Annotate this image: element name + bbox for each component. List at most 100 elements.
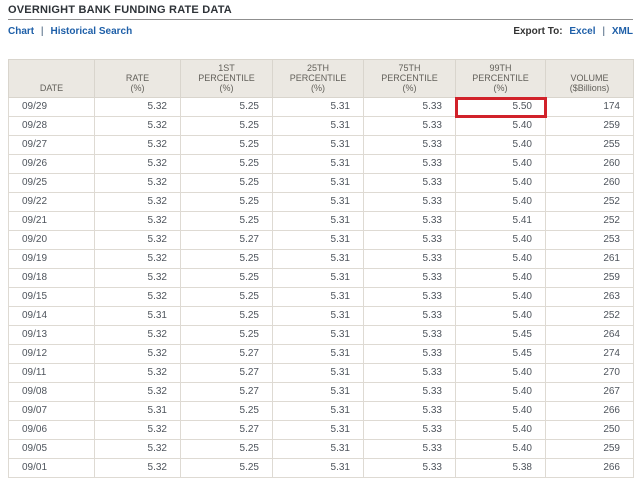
table-row: 09/13 5.32 5.25 5.31 5.33 5.45 264 [8, 325, 634, 345]
cell-p75: 5.33 [363, 325, 456, 345]
historical-search-link[interactable]: Historical Search [50, 26, 133, 37]
cell-rate: 5.32 [94, 439, 181, 459]
cell-p1: 5.25 [180, 287, 273, 307]
view-links: Chart | Historical Search [8, 26, 132, 38]
cell-date: 09/06 [8, 420, 95, 440]
table-row: 09/26 5.32 5.25 5.31 5.33 5.40 260 [8, 154, 634, 174]
cell-p25: 5.31 [272, 97, 364, 117]
column-header-volume: VOLUME ($Billions) [545, 59, 634, 98]
cell-date: 09/21 [8, 211, 95, 231]
cell-date: 09/12 [8, 344, 95, 364]
cell-p99: 5.41 [455, 211, 546, 231]
cell-date: 09/15 [8, 287, 95, 307]
cell-rate: 5.31 [94, 401, 181, 421]
column-header-p99: 99TH PERCENTILE (%) [455, 59, 546, 98]
cell-p75: 5.33 [363, 306, 456, 326]
cell-rate: 5.32 [94, 154, 181, 174]
cell-p75: 5.33 [363, 211, 456, 231]
table-row: 09/28 5.32 5.25 5.31 5.33 5.40 259 [8, 116, 634, 136]
cell-p1: 5.27 [180, 230, 273, 250]
cell-p99: 5.40 [455, 439, 546, 459]
cell-p75: 5.33 [363, 116, 456, 136]
nav-separator: | [40, 26, 44, 37]
cell-p99: 5.40 [455, 173, 546, 193]
cell-volume: 266 [545, 401, 634, 421]
export-excel-link[interactable]: Excel [569, 26, 596, 37]
cell-rate: 5.32 [94, 192, 181, 212]
column-header-p1: 1ST PERCENTILE (%) [180, 59, 273, 98]
cell-date: 09/27 [8, 135, 95, 155]
column-header-p75: 75TH PERCENTILE (%) [363, 59, 456, 98]
cell-rate: 5.32 [94, 420, 181, 440]
cell-rate: 5.32 [94, 173, 181, 193]
cell-p25: 5.31 [272, 211, 364, 231]
chart-link[interactable]: Chart [8, 26, 35, 37]
table-header: DATE RATE (%) 1ST PERCENTILE (%) 25TH PERCE… [8, 59, 634, 98]
table-row: 09/20 5.32 5.27 5.31 5.33 5.40 253 [8, 230, 634, 250]
cell-p75: 5.33 [363, 192, 456, 212]
cell-p99: 5.40 [455, 382, 546, 402]
cell-p25: 5.31 [272, 192, 364, 212]
cell-volume: 261 [545, 249, 634, 269]
cell-volume: 252 [545, 192, 634, 212]
cell-p25: 5.31 [272, 401, 364, 421]
cell-p75: 5.33 [363, 97, 456, 117]
cell-p25: 5.31 [272, 439, 364, 459]
cell-p99: 5.40 [455, 420, 546, 440]
cell-volume: 253 [545, 230, 634, 250]
table-row: 09/22 5.32 5.25 5.31 5.33 5.40 252 [8, 192, 634, 212]
table-row: 09/27 5.32 5.25 5.31 5.33 5.40 255 [8, 135, 634, 155]
cell-p1: 5.25 [180, 135, 273, 155]
column-header-rate: RATE (%) [94, 59, 181, 98]
cell-p25: 5.31 [272, 382, 364, 402]
table-row: 09/18 5.32 5.25 5.31 5.33 5.40 259 [8, 268, 634, 288]
cell-date: 09/18 [8, 268, 95, 288]
cell-date: 09/22 [8, 192, 95, 212]
table-row: 09/06 5.32 5.27 5.31 5.33 5.40 250 [8, 420, 634, 440]
cell-p99: 5.40 [455, 135, 546, 155]
cell-rate: 5.32 [94, 211, 181, 231]
cell-p99: 5.40 [455, 363, 546, 383]
cell-volume: 260 [545, 154, 634, 174]
cell-p75: 5.33 [363, 439, 456, 459]
cell-rate: 5.32 [94, 268, 181, 288]
cell-volume: 267 [545, 382, 634, 402]
table-row: 09/05 5.32 5.25 5.31 5.33 5.40 259 [8, 439, 634, 459]
cell-rate: 5.32 [94, 363, 181, 383]
cell-rate: 5.32 [94, 230, 181, 250]
cell-p1: 5.25 [180, 401, 273, 421]
table-row: 09/08 5.32 5.27 5.31 5.33 5.40 267 [8, 382, 634, 402]
cell-p1: 5.25 [180, 458, 273, 478]
cell-p75: 5.33 [363, 173, 456, 193]
cell-p1: 5.25 [180, 97, 273, 117]
cell-p25: 5.31 [272, 154, 364, 174]
table-row: 09/07 5.31 5.25 5.31 5.33 5.40 266 [8, 401, 634, 421]
cell-p25: 5.31 [272, 287, 364, 307]
cell-rate: 5.32 [94, 97, 181, 117]
cell-p25: 5.31 [272, 363, 364, 383]
cell-volume: 270 [545, 363, 634, 383]
cell-p99: 5.40 [455, 287, 546, 307]
table-row: 09/25 5.32 5.25 5.31 5.33 5.40 260 [8, 173, 634, 193]
cell-rate: 5.31 [94, 306, 181, 326]
cell-p1: 5.25 [180, 154, 273, 174]
cell-date: 09/20 [8, 230, 95, 250]
cell-p75: 5.33 [363, 287, 456, 307]
cell-volume: 259 [545, 268, 634, 288]
cell-p1: 5.25 [180, 173, 273, 193]
cell-rate: 5.32 [94, 116, 181, 136]
cell-volume: 259 [545, 439, 634, 459]
export-xml-link[interactable]: XML [611, 26, 633, 37]
cell-rate: 5.32 [94, 325, 181, 345]
cell-p25: 5.31 [272, 173, 364, 193]
cell-date: 09/01 [8, 458, 95, 478]
cell-p25: 5.31 [272, 325, 364, 345]
export-to-label: Export To: [513, 26, 563, 37]
cell-volume: 174 [545, 97, 634, 117]
cell-p75: 5.33 [363, 249, 456, 269]
cell-date: 09/07 [8, 401, 95, 421]
cell-p99: 5.40 [455, 154, 546, 174]
cell-p99: 5.40 [455, 306, 546, 326]
cell-p99: 5.38 [455, 458, 546, 478]
